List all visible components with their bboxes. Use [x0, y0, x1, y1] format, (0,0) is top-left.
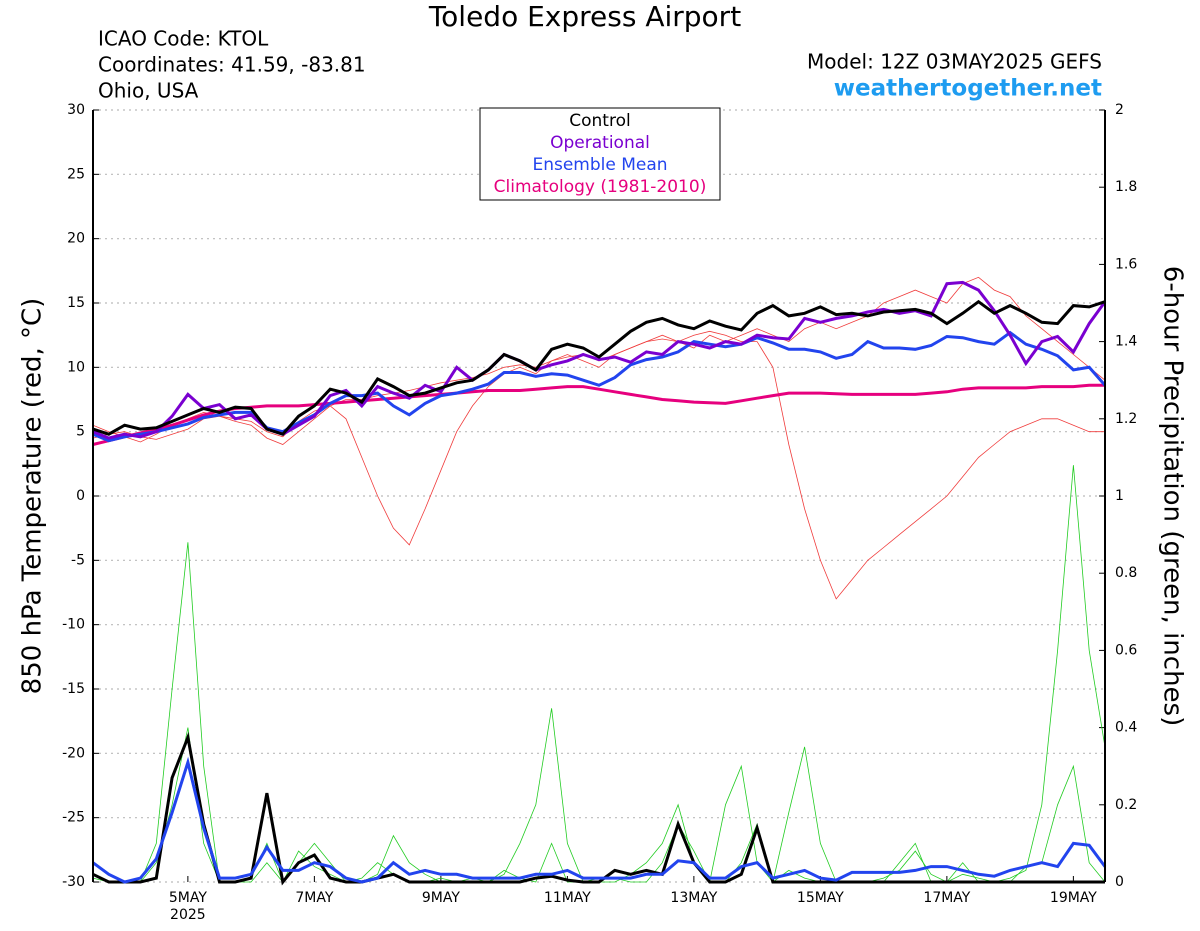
- legend-label: Climatology (1981-2010): [494, 177, 707, 197]
- y-tick-label: -30: [62, 874, 85, 890]
- x-tick-label: 19MAY: [1050, 890, 1097, 906]
- series-line: [92, 383, 1105, 446]
- info-line: Coordinates: 41.59, -83.81: [98, 53, 366, 77]
- y-tick-label: -25: [62, 810, 85, 826]
- legend-box: [479, 107, 721, 201]
- model-label: Model: 12Z 03MAY2025 GEFS: [807, 50, 1102, 74]
- y2-tick-label: 0: [1115, 874, 1124, 890]
- y-tick-label: 20: [67, 231, 85, 247]
- y2-tick-label: 0.4: [1115, 720, 1137, 736]
- y2-tick-label: 1: [1115, 488, 1124, 504]
- y2-axis-label: 6-hour Precipitation (green, inches): [1158, 266, 1188, 726]
- x-tick-label: 17MAY: [923, 890, 970, 906]
- chart-title: Toledo Express Airport: [428, 0, 741, 33]
- info-line: ICAO Code: KTOL: [98, 27, 269, 51]
- year-label: 2025: [170, 907, 206, 923]
- series-line: [92, 299, 1106, 436]
- info-line: Ohio, USA: [98, 79, 199, 103]
- y-tick-label: 30: [67, 102, 85, 118]
- y2-tick-label: 0.8: [1115, 565, 1137, 581]
- y-tick-label: 5: [76, 424, 85, 440]
- y-tick-label: 15: [67, 295, 85, 311]
- y2-tick-label: 0.2: [1115, 797, 1137, 813]
- legend-label: Ensemble Mean: [532, 155, 667, 175]
- x-tick-label: 11MAY: [544, 890, 591, 906]
- y-tick-label: 0: [76, 488, 85, 504]
- precip-line: [92, 756, 1107, 884]
- member-line: [92, 276, 1106, 546]
- y-tick-label: 10: [67, 359, 85, 375]
- x-tick-label: 7MAY: [295, 890, 333, 906]
- y-tick-label: -10: [62, 617, 85, 633]
- source-label: weathertogether.net: [834, 76, 1102, 102]
- y2-tick-label: 1.2: [1115, 411, 1137, 427]
- member-line: [92, 465, 1106, 884]
- legend-label: Operational: [550, 133, 650, 153]
- legend-label: Control: [569, 111, 630, 131]
- precip-line: [92, 731, 1105, 886]
- member-line: [92, 542, 1106, 883]
- series-line: [92, 280, 1107, 440]
- y-tick-label: -15: [62, 681, 85, 697]
- y2-tick-label: 1.4: [1115, 334, 1137, 350]
- member-line: [92, 330, 1105, 600]
- y-axis-label: 850 hPa Temperature (red, °C): [18, 298, 48, 695]
- x-tick-label: 5MAY: [169, 890, 207, 906]
- x-tick-label: 13MAY: [670, 890, 717, 906]
- y2-tick-label: 1.8: [1115, 179, 1137, 195]
- y2-tick-label: 2: [1115, 102, 1124, 118]
- y2-tick-label: 1.6: [1115, 256, 1137, 272]
- x-tick-label: 15MAY: [797, 890, 844, 906]
- series-line: [92, 330, 1107, 443]
- y2-tick-label: 0.6: [1115, 642, 1137, 658]
- x-tick-label: 9MAY: [422, 890, 460, 906]
- y-tick-label: -20: [62, 745, 85, 761]
- y-tick-label: 25: [67, 166, 85, 182]
- y-tick-label: -5: [71, 552, 85, 568]
